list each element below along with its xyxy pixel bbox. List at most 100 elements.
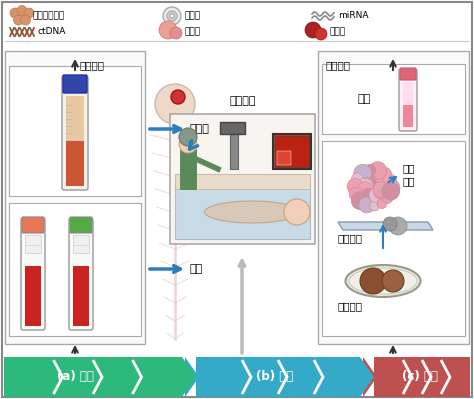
- Circle shape: [367, 172, 383, 188]
- Circle shape: [369, 187, 385, 203]
- Bar: [25, 235, 41, 253]
- Circle shape: [179, 135, 197, 153]
- Bar: [9, 203, 141, 336]
- Bar: [322, 64, 465, 134]
- Circle shape: [167, 11, 177, 21]
- Text: 明确: 明确: [403, 176, 416, 186]
- Circle shape: [351, 192, 369, 210]
- Bar: [9, 66, 141, 196]
- FancyBboxPatch shape: [400, 68, 416, 80]
- Bar: [25, 266, 41, 326]
- Text: miRNA: miRNA: [338, 12, 368, 20]
- Text: 术前分析: 术前分析: [80, 60, 105, 70]
- Bar: [73, 235, 89, 253]
- Circle shape: [382, 182, 400, 200]
- Bar: [66, 96, 84, 141]
- Circle shape: [179, 128, 197, 146]
- Text: (b) 术中: (b) 术中: [256, 371, 293, 383]
- Circle shape: [349, 187, 363, 201]
- Circle shape: [359, 177, 373, 191]
- Circle shape: [377, 199, 387, 209]
- Circle shape: [383, 217, 397, 231]
- FancyBboxPatch shape: [70, 217, 92, 233]
- Bar: [175, 174, 310, 189]
- Circle shape: [363, 188, 377, 203]
- Circle shape: [20, 15, 30, 25]
- Circle shape: [351, 173, 364, 185]
- Circle shape: [170, 27, 182, 39]
- Bar: [66, 141, 84, 186]
- Bar: [318, 51, 469, 344]
- Circle shape: [163, 7, 181, 25]
- Circle shape: [10, 8, 20, 18]
- Circle shape: [347, 178, 363, 194]
- Bar: [277, 151, 291, 165]
- Text: 肿瘤切片: 肿瘤切片: [338, 233, 363, 243]
- Circle shape: [359, 197, 375, 213]
- Ellipse shape: [346, 265, 420, 297]
- Circle shape: [171, 90, 185, 104]
- Text: 脑脊液: 脑脊液: [190, 124, 210, 134]
- Bar: [175, 184, 310, 239]
- Circle shape: [155, 84, 195, 124]
- Ellipse shape: [204, 201, 300, 223]
- Polygon shape: [363, 357, 377, 397]
- Bar: [230, 129, 238, 169]
- Text: 病理: 病理: [403, 163, 416, 173]
- Text: 肿瘤组织: 肿瘤组织: [338, 301, 363, 311]
- Circle shape: [315, 28, 327, 40]
- Bar: [5, 51, 145, 344]
- Bar: [73, 266, 89, 326]
- Bar: [73, 236, 89, 266]
- Text: 外泌体: 外泌体: [185, 12, 201, 20]
- Text: 血小板: 血小板: [185, 28, 201, 36]
- Bar: [374, 357, 470, 397]
- FancyBboxPatch shape: [69, 218, 93, 330]
- Bar: [4, 357, 182, 397]
- Bar: [403, 105, 413, 127]
- Text: (c) 术后: (c) 术后: [402, 371, 438, 383]
- Circle shape: [382, 179, 400, 197]
- Circle shape: [373, 180, 389, 196]
- Polygon shape: [360, 357, 374, 397]
- Circle shape: [371, 175, 385, 189]
- Bar: [403, 83, 413, 105]
- Circle shape: [378, 167, 392, 181]
- Polygon shape: [185, 357, 199, 397]
- Circle shape: [369, 191, 379, 201]
- Bar: [322, 141, 465, 336]
- Circle shape: [383, 194, 393, 203]
- Text: 术中成像: 术中成像: [230, 96, 256, 106]
- Ellipse shape: [349, 268, 417, 294]
- Circle shape: [284, 199, 310, 225]
- Circle shape: [24, 8, 34, 18]
- Bar: [25, 236, 41, 266]
- Circle shape: [354, 164, 372, 182]
- Polygon shape: [182, 357, 196, 397]
- Circle shape: [356, 182, 374, 200]
- Circle shape: [13, 15, 24, 25]
- Circle shape: [17, 6, 27, 16]
- FancyBboxPatch shape: [399, 69, 417, 131]
- Bar: [273, 134, 311, 169]
- Circle shape: [170, 14, 174, 18]
- Circle shape: [371, 176, 389, 194]
- Circle shape: [374, 187, 385, 199]
- Circle shape: [362, 189, 373, 199]
- FancyBboxPatch shape: [22, 217, 44, 233]
- Circle shape: [369, 162, 387, 180]
- Circle shape: [373, 182, 389, 198]
- Text: (a) 术前: (a) 术前: [56, 371, 93, 383]
- Text: 术后监测: 术后监测: [326, 60, 351, 70]
- Text: 血液: 血液: [190, 264, 203, 274]
- Bar: [196, 357, 360, 397]
- Bar: [220, 122, 245, 134]
- Bar: [180, 149, 196, 189]
- Circle shape: [366, 175, 377, 185]
- Bar: [170, 114, 315, 244]
- FancyBboxPatch shape: [21, 218, 45, 330]
- Circle shape: [361, 174, 375, 188]
- Circle shape: [360, 268, 386, 294]
- Circle shape: [382, 270, 404, 292]
- FancyBboxPatch shape: [63, 75, 87, 93]
